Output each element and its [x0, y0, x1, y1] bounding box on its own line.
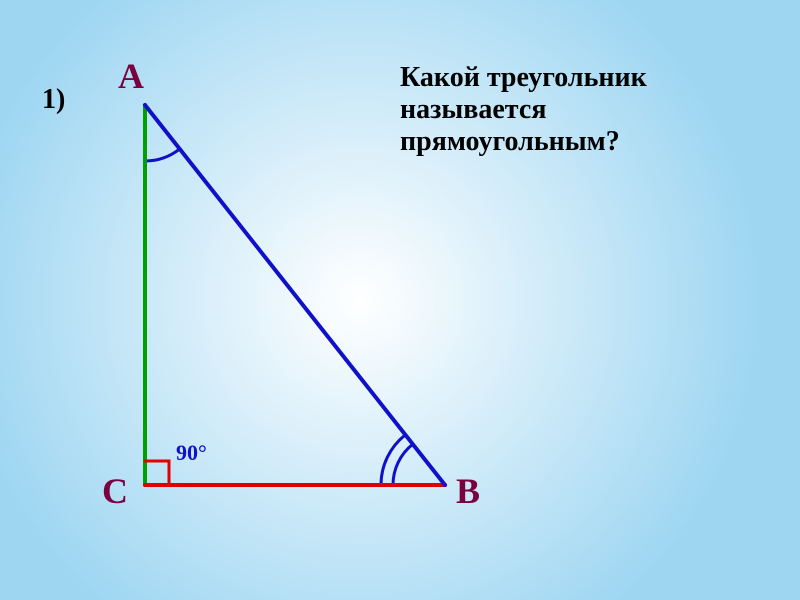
vertex-label-c: C [102, 470, 128, 512]
vertex-label-a: A [118, 55, 144, 97]
right-angle-label: 90° [176, 440, 207, 466]
question-text: Какой треугольник называется прямоугольн… [400, 62, 647, 158]
slide-stage: 1) Какой треугольник называется прямоуго… [0, 0, 800, 600]
vertex-label-b: B [456, 470, 480, 512]
enumeration-label: 1) [42, 84, 65, 116]
